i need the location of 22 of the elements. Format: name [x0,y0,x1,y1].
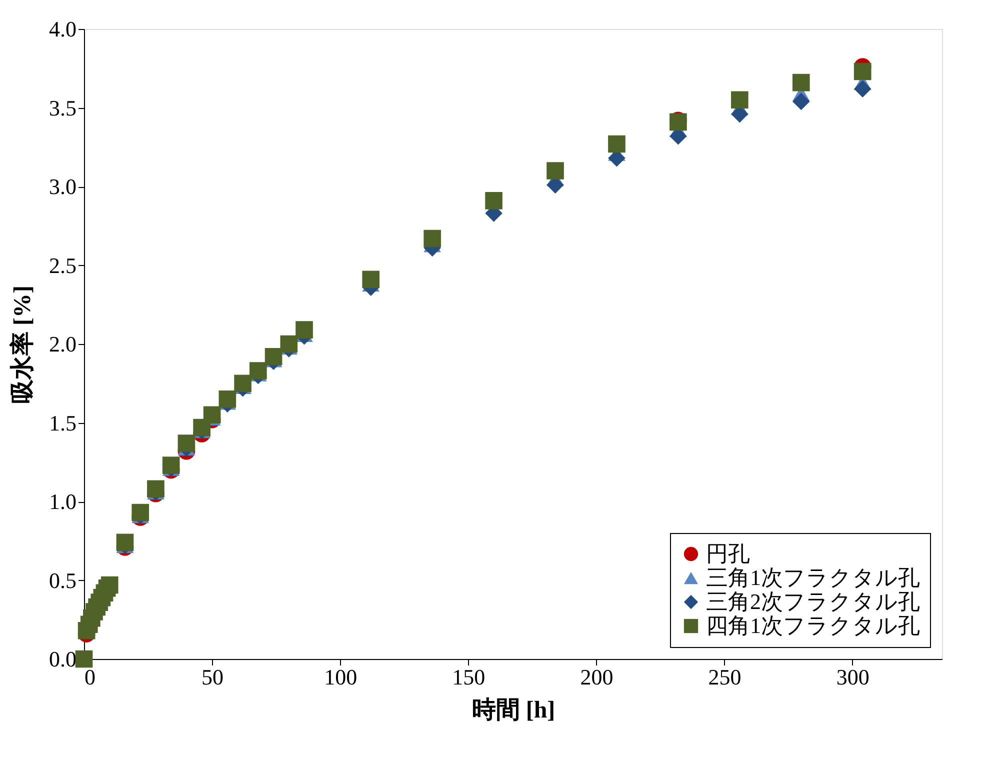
y-tick-label: 1.5 [49,410,76,436]
y-tick-label: 0.0 [49,646,76,672]
legend-label: 三角2次フラクタル孔 [706,589,920,614]
x-tick-label: 150 [452,664,486,690]
x-tick-label: 200 [580,664,614,690]
y-tick-label: 2.0 [49,332,76,356]
x-tick-label: 0 [84,664,96,690]
legend-label: 四角1次フラクタル孔 [706,613,920,638]
y-tick-label: 2.5 [49,252,76,278]
y-tick-label: 1.0 [49,489,76,514]
x-tick-label: 250 [708,664,742,690]
y-tick-label: 3.0 [49,174,76,199]
y-tick-label: 3.5 [49,95,76,120]
legend-label: 三角1次フラクタル孔 [706,565,920,590]
legend-label: 円孔 [706,541,750,566]
x-axis-title: 時間 [h] [472,696,556,724]
y-tick-label: 4.0 [49,16,76,42]
x-tick-label: 300 [836,664,870,690]
y-tick-label: 0.5 [49,568,76,593]
y-axis-title: 吸水率 [%] [9,286,36,404]
x-tick-label: 100 [324,664,358,690]
x-tick-label: 50 [202,664,224,690]
